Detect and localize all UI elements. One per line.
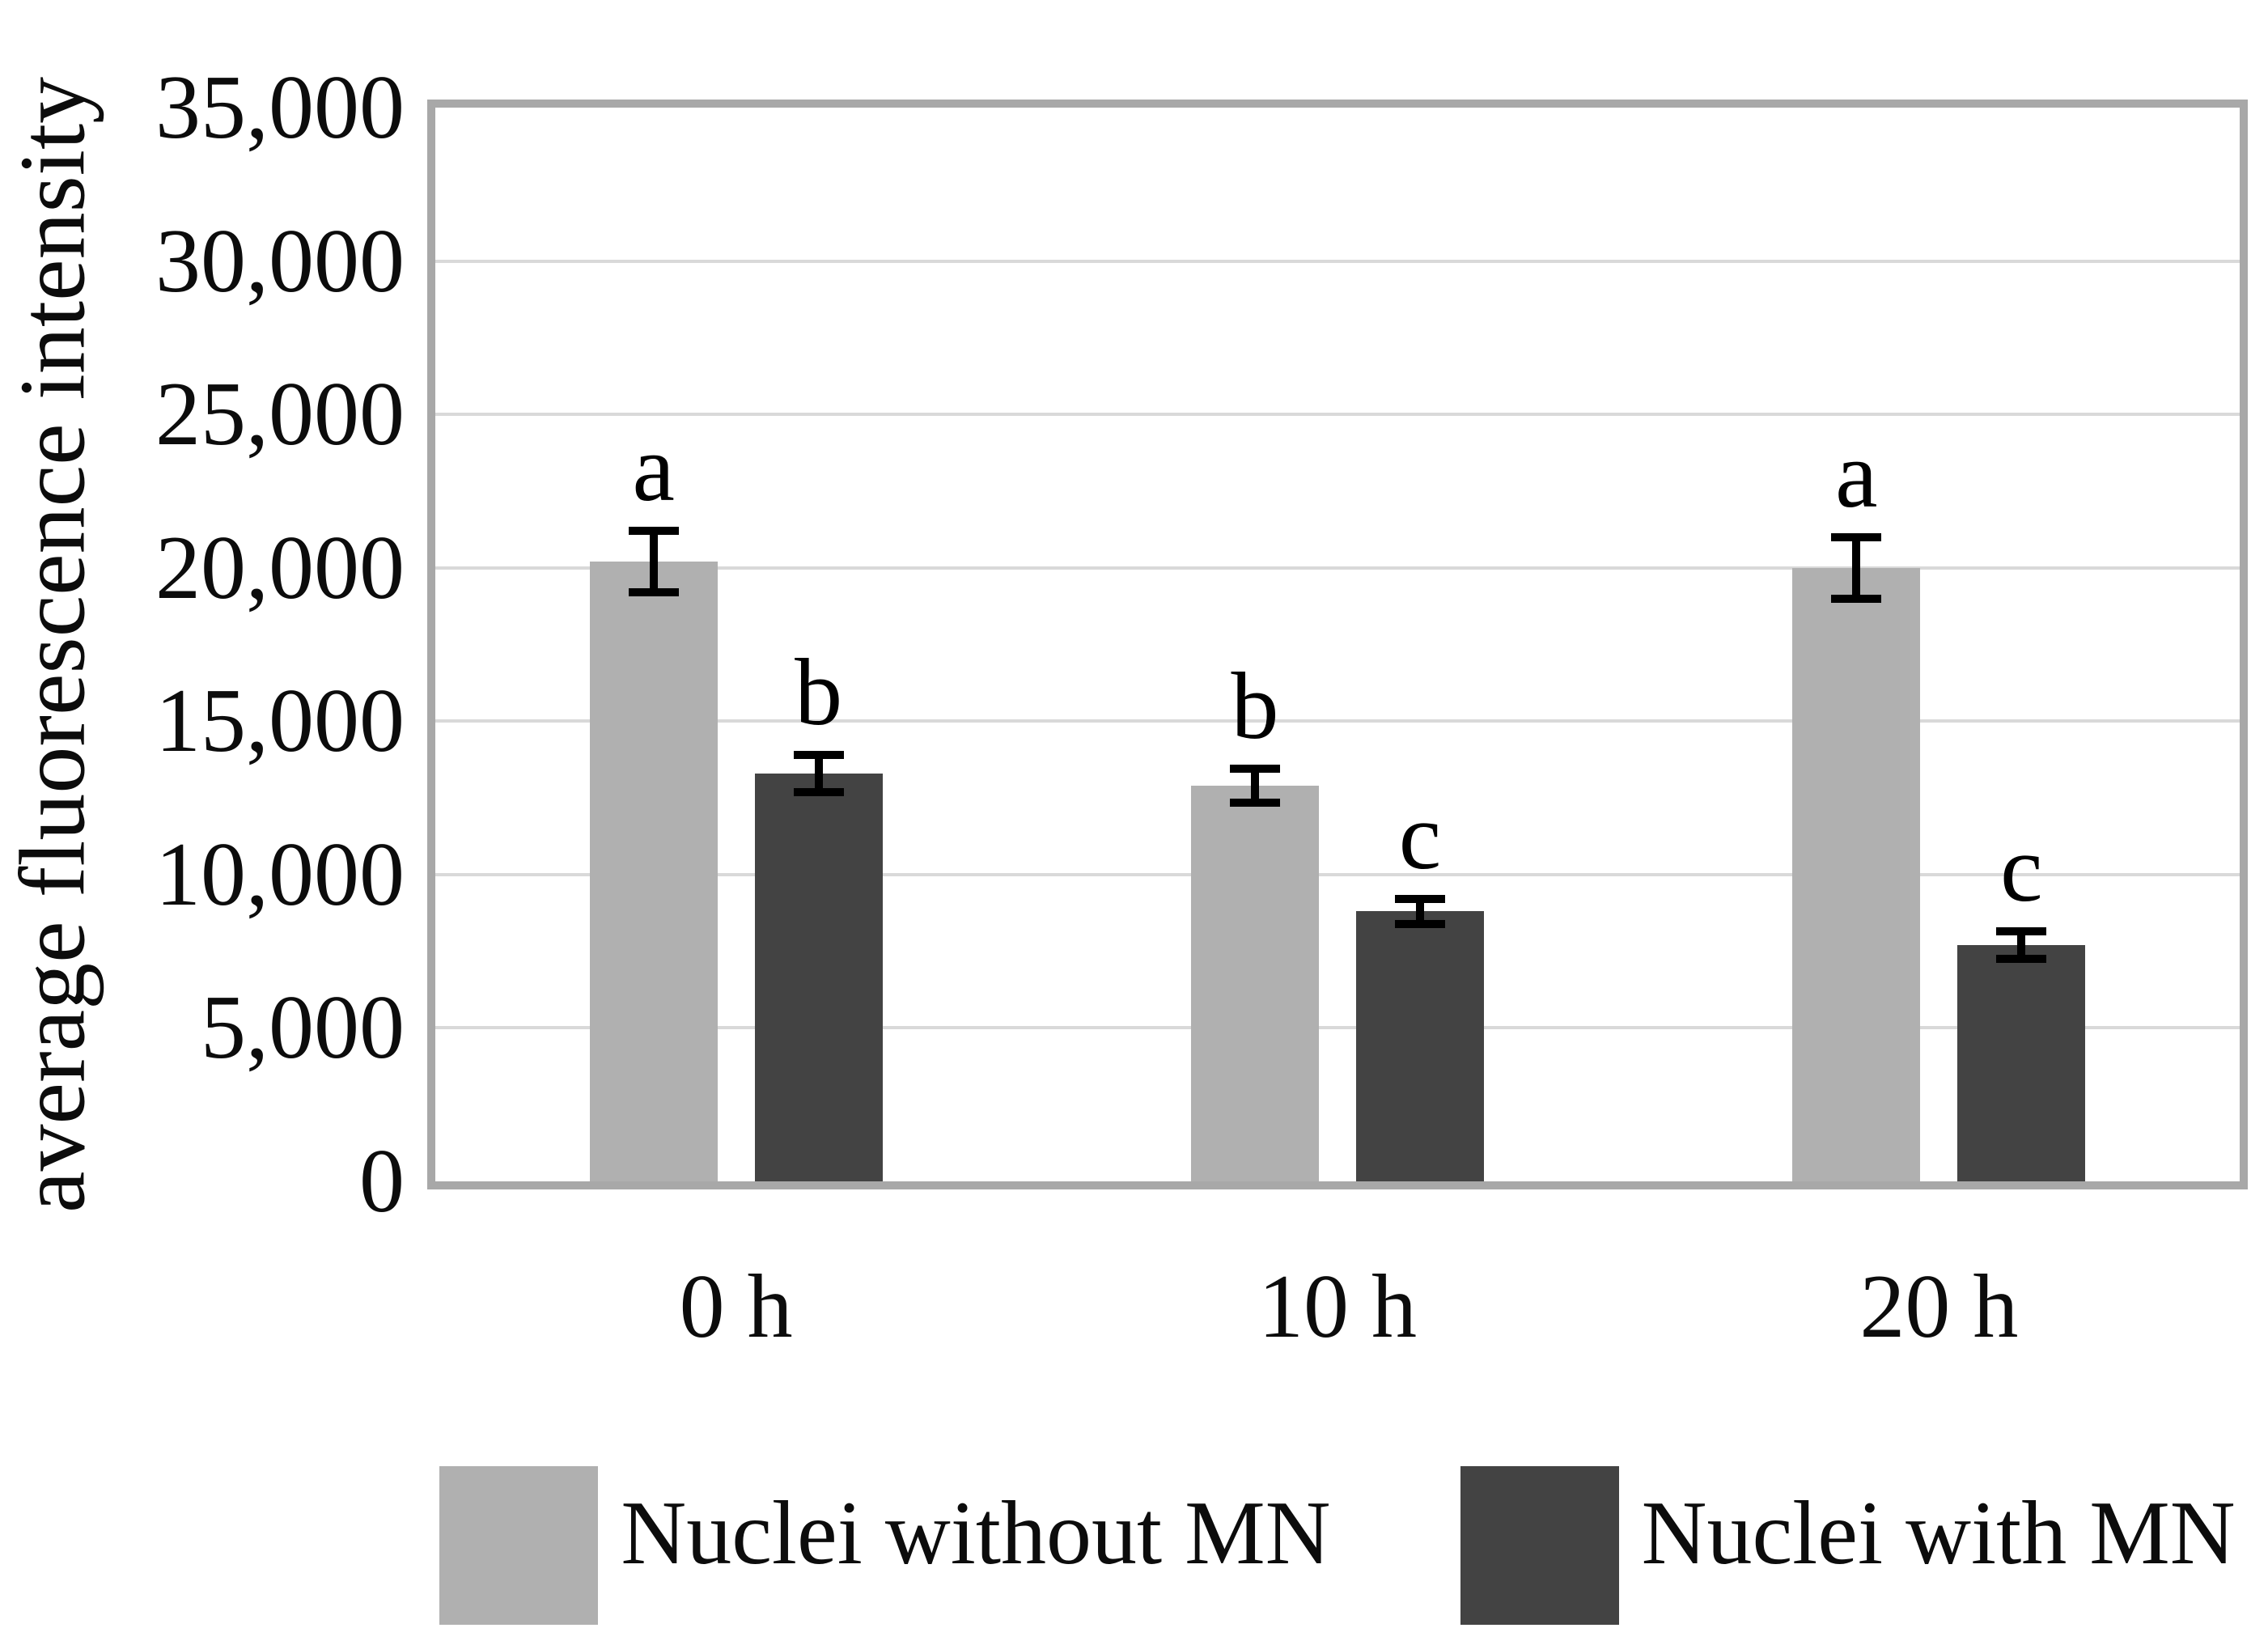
bar-wrap: a (1792, 108, 1921, 1181)
y-tick-label: 20,000 (155, 517, 405, 618)
gridline (435, 566, 2240, 570)
bar-without-mn-10h (1190, 785, 1319, 1181)
y-tick-label: 5,000 (201, 977, 405, 1079)
legend-swatch (1460, 1466, 1619, 1625)
significance-letter: a (632, 415, 675, 522)
gridline (435, 413, 2240, 417)
bar-wrap: c (1957, 108, 2086, 1181)
bar-wrap: b (754, 108, 883, 1181)
bar-without-mn-0h (589, 562, 718, 1181)
error-bar-line (1852, 536, 1861, 599)
y-tick-label: 0 (359, 1131, 405, 1232)
legend-label: Nuclei without MN (621, 1483, 1331, 1584)
gridlines (435, 108, 2240, 1181)
error-bar-cap-top (1996, 927, 2047, 935)
error-bar-cap-bottom (628, 588, 679, 597)
y-axis-tick-labels: 35,000 30,000 25,000 20,000 15,000 10,000 5,00… (0, 62, 405, 1227)
error-bar-line (2017, 931, 2026, 960)
y-tick-label: 15,000 (155, 671, 405, 772)
gridline (435, 259, 2240, 263)
significance-letter: b (795, 639, 843, 745)
bar-with-mn-20h (1957, 945, 2086, 1181)
bar-with-mn-0h (754, 773, 883, 1181)
error-bar-line (814, 755, 823, 792)
bar-with-mn-10h (1355, 911, 1484, 1181)
gridline (435, 719, 2240, 723)
significance-letter: c (1398, 783, 1442, 890)
legend-label: Nuclei with MN (1641, 1483, 2236, 1584)
y-tick-label: 35,000 (155, 57, 405, 158)
significance-letter: a (1835, 421, 1878, 528)
error-bar-cap-bottom (1394, 919, 1445, 928)
error-bar-cap-top (628, 527, 679, 536)
legend-item-without-mn: Nuclei without MN (439, 1466, 1331, 1625)
legend-swatch (439, 1466, 599, 1625)
bar-wrap: c (1355, 108, 1484, 1181)
y-tick-label: 30,000 (155, 210, 405, 312)
x-axis-label: 20 h (1859, 1257, 2019, 1357)
error-bar-cap-top (793, 751, 844, 759)
x-axis-label: 10 h (1257, 1257, 1417, 1357)
significance-letter: b (1231, 653, 1279, 760)
error-bar-cap-top (1229, 765, 1280, 774)
error-bar-line (1250, 769, 1259, 803)
bar-wrap: a (589, 108, 718, 1181)
x-axis-labels: 0 h 10 h 20 h (435, 1250, 2240, 1363)
significance-letter: c (2000, 816, 2043, 922)
error-bar-cap-top (1394, 895, 1445, 904)
legend-item-with-mn: Nuclei with MN (1460, 1466, 2236, 1625)
gridline (435, 872, 2240, 876)
error-bar-line (1415, 899, 1424, 924)
legend: Nuclei without MN Nuclei with MN (435, 1466, 2240, 1625)
gridline (435, 1026, 2240, 1030)
bar-wrap: b (1190, 108, 1319, 1181)
error-bar-cap-bottom (1229, 798, 1280, 807)
error-bar-cap-top (1831, 532, 1882, 541)
bar-without-mn-20h (1792, 567, 1921, 1181)
error-bar-cap-bottom (1996, 955, 2047, 964)
y-tick-label: 10,000 (155, 824, 405, 925)
error-bar-line (649, 531, 658, 593)
y-tick-label: 25,000 (155, 364, 405, 465)
x-axis-label: 0 h (679, 1257, 793, 1357)
error-bar-cap-bottom (1831, 594, 1882, 603)
error-bar-cap-bottom (793, 787, 844, 796)
